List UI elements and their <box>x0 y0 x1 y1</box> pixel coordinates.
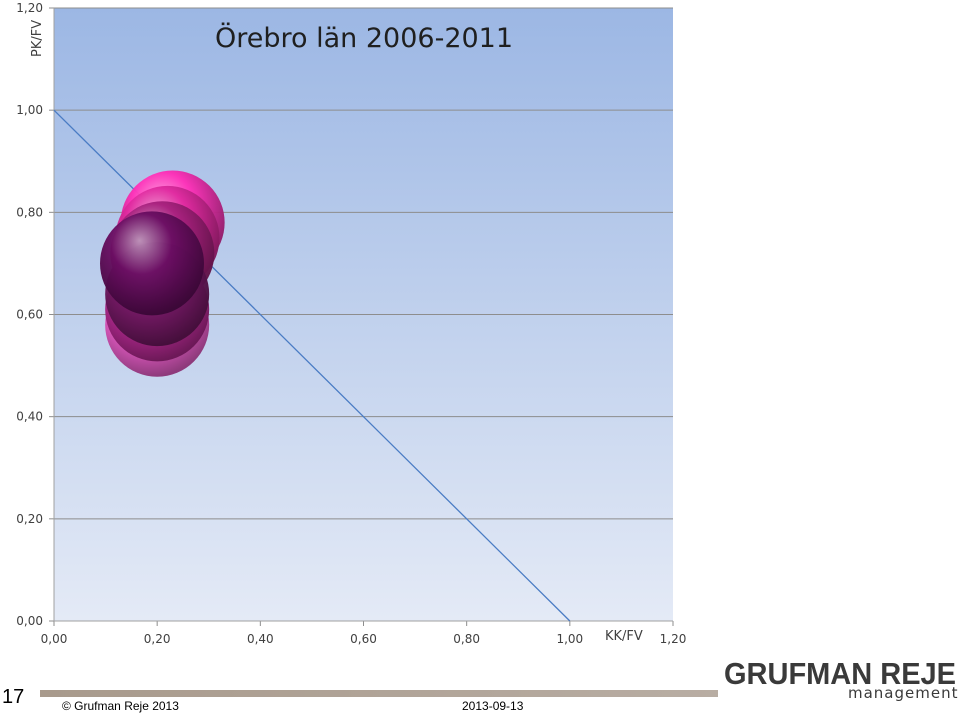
x-tick-label-2: 0,40 <box>247 632 274 646</box>
y-tick-label-1: 0,20 <box>16 512 43 526</box>
y-tick-label-3: 0,60 <box>16 308 43 322</box>
x-tick-label-4: 0,80 <box>453 632 480 646</box>
x-axis-title: KK/FV <box>605 629 643 644</box>
logo-sub-text: management <box>848 684 958 702</box>
x-tick-label-6: 1,20 <box>660 632 687 646</box>
footer-bar <box>40 690 718 697</box>
slide-number: 17 <box>2 686 24 708</box>
footer-copyright: © Grufman Reje 2013 <box>62 699 179 713</box>
x-tick-label-5: 1,00 <box>556 632 583 646</box>
x-tick-label-3: 0,60 <box>350 632 377 646</box>
x-tick-label-1: 0,20 <box>144 632 171 646</box>
y-tick-label-4: 0,80 <box>16 205 43 219</box>
chart-title: Örebro län 2006-2011 <box>215 22 513 54</box>
y-tick-label-2: 0,40 <box>16 410 43 424</box>
y-axis-title: PK/FV <box>30 20 45 57</box>
logo-main-text: GRUFMAN REJE <box>724 656 956 691</box>
y-tick-label-0: 0,00 <box>16 614 43 628</box>
data-point-7 <box>100 211 205 316</box>
points-layer <box>100 170 225 377</box>
y-tick-label-6: 1,20 <box>16 1 43 15</box>
tick-labels: 0,00 0,20 0,40 0,60 0,80 1,00 1,20 0,00 0,20 0,40… <box>16 1 686 646</box>
footer-date: 2013-09-13 <box>462 699 524 713</box>
x-tick-label-0: 0,00 <box>41 632 68 646</box>
y-tick-label-5: 1,00 <box>16 103 43 117</box>
